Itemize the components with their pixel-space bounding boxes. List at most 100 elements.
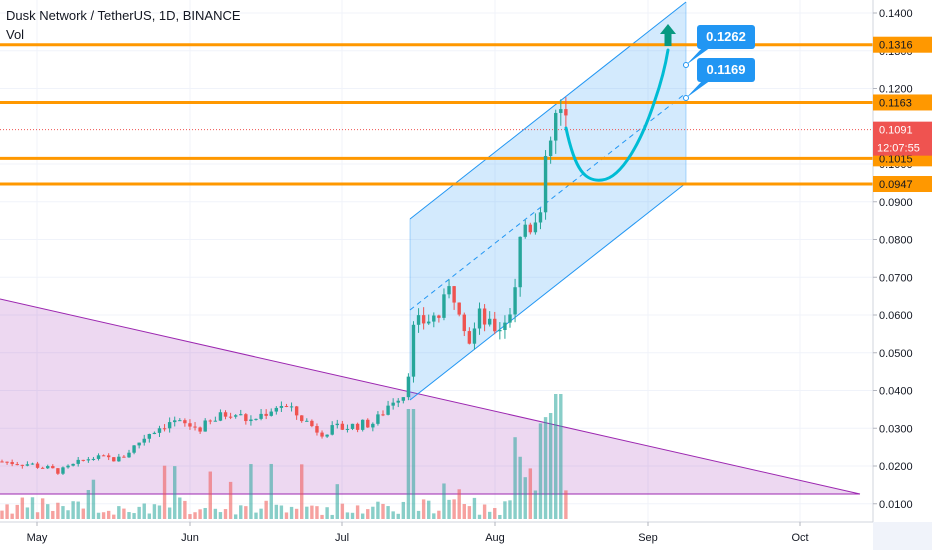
candle-body (259, 413, 263, 419)
x-tick-label: Oct (791, 532, 808, 544)
volume-bar (350, 512, 355, 519)
y-tick-label: 0.0900 (879, 197, 913, 209)
callout-anchor (683, 62, 689, 68)
volume-bar (340, 503, 345, 519)
volume-bar (96, 512, 101, 519)
volume-bar (300, 464, 304, 519)
candle-body (101, 455, 106, 457)
current-price-tag (873, 121, 932, 156)
candle-body (81, 459, 85, 461)
candle-body (472, 328, 477, 344)
volume-bar (467, 506, 472, 519)
candle-body (157, 428, 162, 433)
candle-body (0, 461, 4, 463)
candle-body (223, 412, 228, 417)
callout-box (697, 25, 755, 49)
candle-body (548, 140, 553, 157)
volume-bar (264, 500, 268, 519)
candle-body (457, 302, 461, 315)
volume-bar (371, 506, 375, 519)
candle-body (183, 420, 187, 424)
candle-body (279, 405, 284, 408)
volume-bar (203, 507, 207, 519)
candle-body (538, 212, 543, 223)
current-price-label: 0.1091 (879, 125, 913, 137)
volume-bar (86, 489, 91, 519)
candle-body (244, 414, 248, 422)
candle-body (91, 458, 96, 460)
volume-bar (284, 512, 289, 519)
level-price-tag (873, 94, 932, 111)
candlesticks (0, 97, 568, 475)
volume-bar (183, 500, 187, 519)
x-tick-label: Jun (181, 532, 199, 544)
candle-body (462, 314, 466, 332)
candle-body (15, 464, 19, 466)
volume-bar (401, 501, 406, 519)
candle-body (137, 442, 141, 446)
candle-body (249, 419, 253, 422)
candle-body (117, 456, 121, 462)
volume-bar (452, 499, 456, 519)
volume-bar (513, 437, 517, 519)
volume-bar (122, 508, 126, 519)
y-tick-label: 0.0500 (879, 348, 913, 360)
candle-body (25, 464, 30, 466)
volume-bar (5, 504, 9, 519)
candle-body (340, 423, 345, 430)
volume-bar (442, 483, 446, 519)
candle-body (152, 432, 157, 435)
volume-bar (188, 514, 192, 519)
candle-body (508, 314, 512, 323)
volume-bar (239, 505, 243, 519)
volume-bar (427, 500, 431, 519)
volume-bar (91, 479, 96, 519)
volume-bar (355, 505, 360, 519)
chart-overlay: 0.1262 0.1169 (564, 24, 755, 182)
volume-bar (218, 512, 223, 519)
candle-body (467, 331, 472, 344)
volume-bar (173, 466, 177, 519)
volume-bar (193, 512, 197, 519)
candle-body (432, 315, 436, 322)
volume-bar (386, 506, 390, 519)
volume-bar (391, 511, 395, 519)
volume-bar (61, 506, 65, 519)
volume-bar (112, 514, 116, 519)
candle-body (112, 457, 116, 462)
volume-bar (528, 468, 533, 519)
volume-bar (538, 423, 543, 519)
volume-bar (462, 504, 466, 519)
volume-bar (493, 508, 497, 519)
chart-drawings (0, 1, 873, 495)
chart-grid (0, 0, 873, 522)
candle-body (30, 463, 35, 465)
volume-bar (437, 510, 441, 519)
volume-bar (244, 506, 248, 519)
candle-body (493, 318, 497, 332)
level-price-label: 0.0947 (879, 179, 913, 191)
candle-body (360, 419, 365, 430)
volume-bar (315, 506, 319, 519)
volume-bar (254, 512, 258, 519)
candle-body (371, 423, 375, 428)
volume-bar (269, 463, 273, 519)
volume-bar (106, 510, 111, 519)
volume-bar (20, 497, 25, 519)
volume-bars (0, 394, 568, 519)
volume-bar (548, 413, 553, 519)
axis-corner (873, 522, 932, 550)
volume-bar (249, 464, 253, 519)
volume-bar (157, 505, 162, 519)
volume-bar (40, 498, 45, 519)
volume-bar (25, 507, 30, 519)
volume-bar (396, 513, 400, 519)
volume-bar (71, 501, 75, 519)
candle-body (503, 322, 507, 331)
volume-bar (274, 504, 279, 519)
candle-body (10, 462, 14, 465)
volume-bar (345, 512, 350, 519)
volume-bar (76, 501, 80, 519)
y-tick-label: 0.0800 (879, 235, 913, 247)
